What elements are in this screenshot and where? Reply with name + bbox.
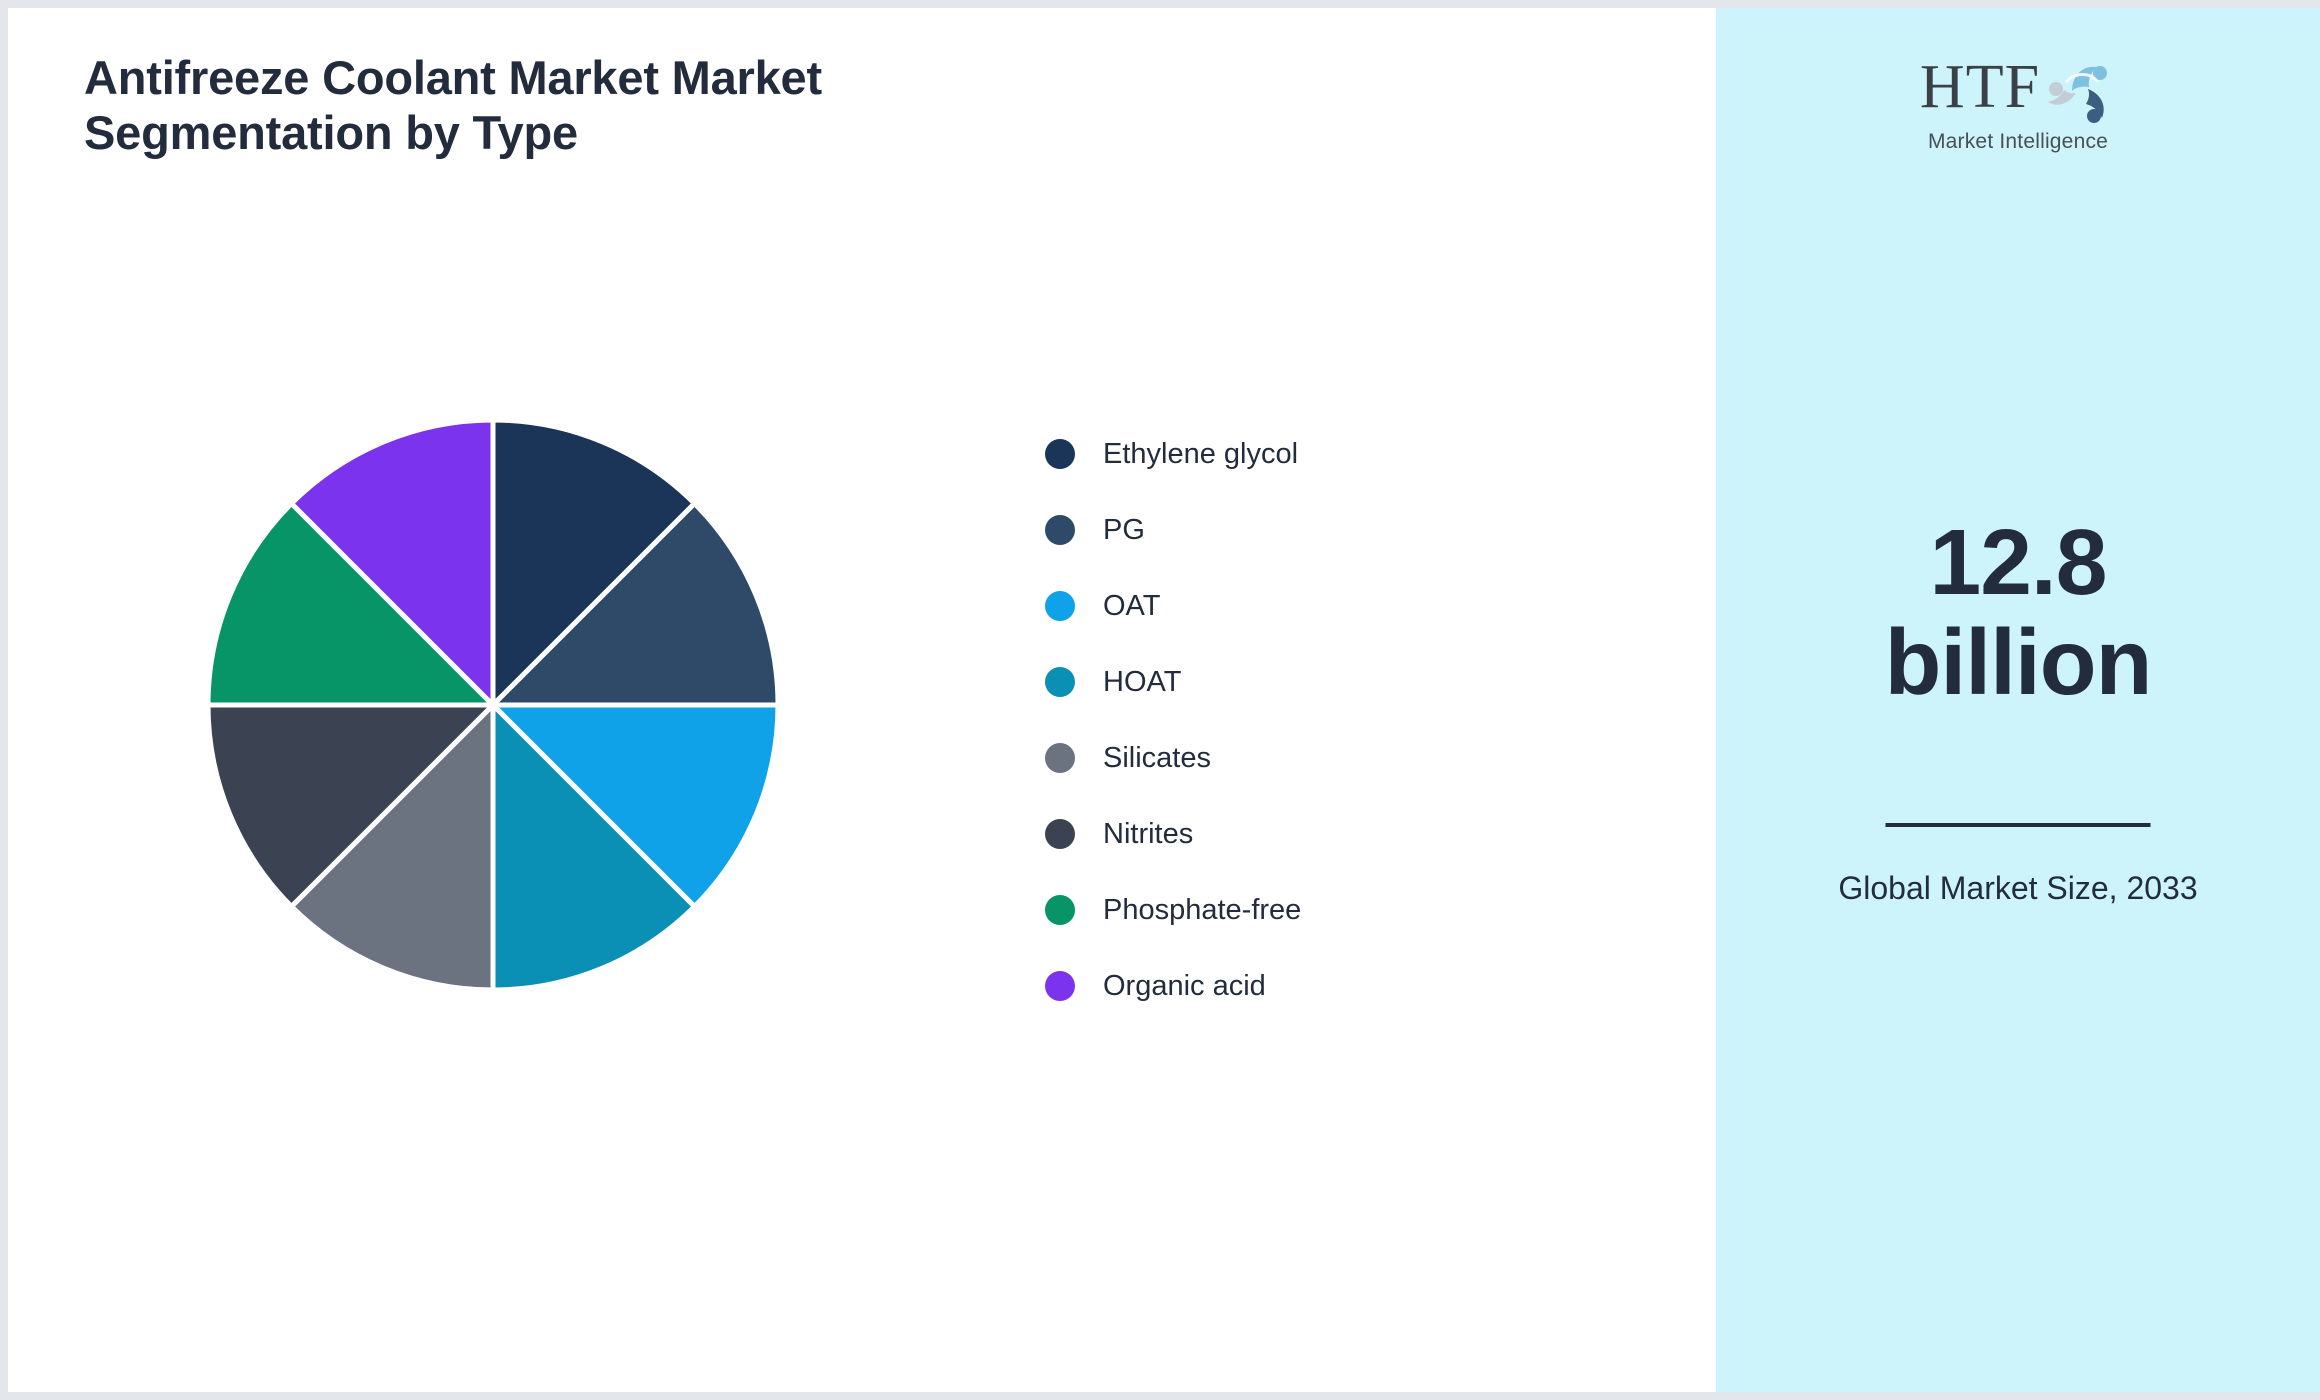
pie-chart-svg (205, 417, 781, 993)
legend-swatch-icon (1045, 515, 1075, 545)
legend-item[interactable]: PG (1045, 492, 1645, 568)
logo-row: HTF (1893, 56, 2143, 128)
chart-card: Antifreeze Coolant Market Market Segment… (8, 8, 1716, 1392)
legend-item-label: Nitrites (1103, 817, 1194, 850)
legend-item[interactable]: Organic acid (1045, 948, 1645, 1024)
pie-slice[interactable] (490, 417, 698, 708)
stat-panel: HTF (1716, 8, 2320, 1392)
stat-unit: billion (1884, 609, 2153, 714)
legend-swatch-icon (1045, 743, 1075, 773)
legend-item-label: PG (1103, 513, 1145, 546)
stat-number: 12.8 (1929, 510, 2107, 614)
legend-item[interactable]: Phosphate-free (1045, 872, 1645, 948)
legend-swatch-icon (1045, 971, 1075, 1001)
legend-item[interactable]: Nitrites (1045, 796, 1645, 872)
chart-legend: Ethylene glycol PG OAT HOAT Silicates Nitrite… (1045, 416, 1645, 1024)
pie-slice[interactable] (490, 500, 781, 708)
legend-swatch-icon (1045, 895, 1075, 925)
three-figures-circle-icon (2042, 58, 2116, 129)
pie-slice[interactable] (490, 702, 781, 910)
legend-item-label: Organic acid (1103, 969, 1266, 1002)
legend-item[interactable]: OAT (1045, 568, 1645, 644)
pie-slice[interactable] (490, 702, 698, 993)
brand-tagline: Market Intelligence (1927, 130, 2109, 153)
stat-value: 12.8 billion (1716, 510, 2320, 714)
pie-slice[interactable] (288, 417, 496, 708)
stat-caption: Global Market Size, 2033 (1838, 870, 2198, 906)
legend-item[interactable]: HOAT (1045, 644, 1645, 720)
pie-chart (205, 417, 781, 993)
legend-item[interactable]: Silicates (1045, 720, 1645, 796)
divider (1885, 823, 2151, 827)
legend-swatch-icon (1045, 667, 1075, 697)
pie-slice[interactable] (205, 500, 496, 708)
legend-item-label: Silicates (1103, 741, 1211, 774)
legend-item-label: HOAT (1103, 665, 1182, 698)
legend-item-label: Phosphate-free (1103, 893, 1302, 926)
brand-logo: HTF (1893, 56, 2143, 154)
legend-item[interactable]: Ethylene glycol (1045, 416, 1645, 492)
pie-slice[interactable] (205, 702, 496, 910)
legend-swatch-icon (1045, 591, 1075, 621)
brand-wordmark: HTF (1919, 53, 2041, 121)
legend-swatch-icon (1045, 819, 1075, 849)
legend-item-label: OAT (1103, 589, 1161, 622)
page-title: Antifreeze Coolant Market Market Segment… (84, 51, 822, 160)
pie-slice[interactable] (288, 702, 496, 993)
legend-swatch-icon (1045, 439, 1075, 469)
legend-item-label: Ethylene glycol (1103, 437, 1299, 470)
